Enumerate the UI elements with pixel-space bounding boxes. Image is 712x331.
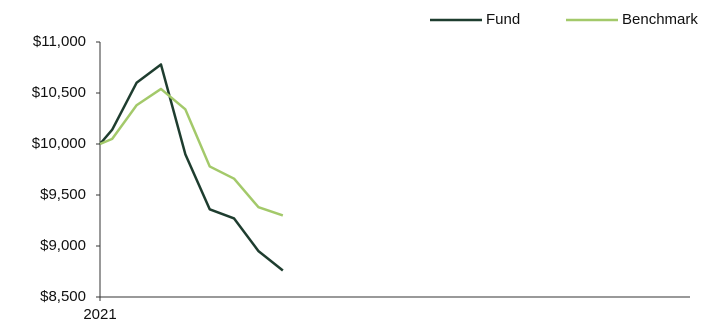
series-line bbox=[99, 87, 284, 217]
y-tick-label: $10,500 bbox=[32, 84, 86, 101]
y-tick-label: $8,500 bbox=[40, 288, 86, 305]
y-tick-label: $11,000 bbox=[33, 33, 86, 50]
y-tick-label: $9,000 bbox=[40, 237, 86, 254]
x-tick-label: 2021 bbox=[83, 306, 116, 323]
y-tick-label: $9,500 bbox=[40, 186, 86, 203]
legend-label: Benchmark bbox=[622, 11, 698, 28]
legend-label: Fund bbox=[486, 11, 520, 28]
y-tick-label: $10,000 bbox=[32, 135, 86, 152]
series-line bbox=[99, 63, 284, 272]
